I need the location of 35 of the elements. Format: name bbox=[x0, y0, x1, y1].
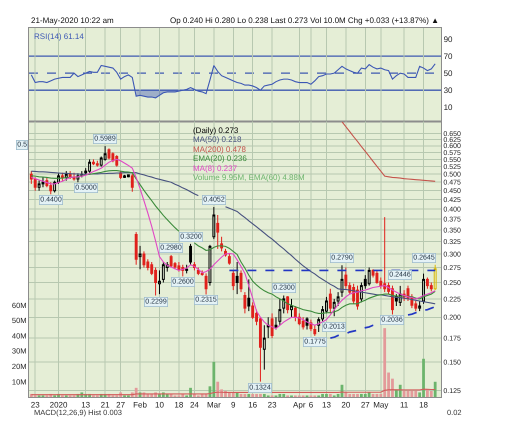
x-tick-label: 27 bbox=[360, 400, 370, 410]
text: RSI(14) 61.14 bbox=[34, 32, 84, 41]
x-tick-label: 2020 bbox=[50, 400, 68, 410]
x-tick-label: 9 bbox=[231, 400, 236, 410]
x-tick-label: 6 bbox=[308, 400, 314, 410]
x-tick-label: 23 bbox=[268, 400, 278, 410]
x-tick-label: 13 bbox=[322, 400, 332, 410]
x-tick-label: 18 bbox=[419, 400, 429, 410]
x-tick-label: 16 bbox=[248, 400, 258, 410]
x-tick-label: 21 bbox=[100, 400, 110, 410]
text: MA(50) 0.218 bbox=[193, 135, 242, 144]
x-tick-label: May bbox=[373, 400, 388, 410]
text: 21-May-2020 10:22 am bbox=[31, 16, 114, 25]
text: Volume 9.95M, EMA(60) 4.88M bbox=[193, 173, 305, 182]
text: MA(200) 0.478 bbox=[193, 145, 246, 154]
x-tick-label: Feb bbox=[133, 400, 148, 410]
x-tick-label: 23 bbox=[30, 400, 40, 410]
x-tick-label: 20 bbox=[341, 400, 351, 410]
x-tick-label: 13 bbox=[81, 400, 91, 410]
text: MA(8) 0.237 bbox=[193, 164, 238, 173]
x-tick-label: 10 bbox=[155, 400, 164, 410]
x-tick-label: 11 bbox=[400, 400, 409, 410]
y-tick-label: 50 bbox=[444, 68, 454, 78]
text: Op 0.240 Hi 0.280 Lo 0.238 Last 0.273 Vol 10.0M Chg +0.033 (+13.87%) ▲ bbox=[170, 16, 439, 25]
text: EMA(20) 0.236 bbox=[193, 154, 248, 163]
y-tick-label: 10 bbox=[444, 103, 454, 112]
x-tick-label: Apr bbox=[293, 400, 306, 410]
y-tick-label: 70 bbox=[444, 52, 454, 61]
x-tick-label: 24 bbox=[190, 400, 200, 410]
x-tick-label: Mar bbox=[206, 400, 222, 410]
x-tick-label: 27 bbox=[116, 400, 126, 410]
text: (Daily) 0.273 bbox=[193, 126, 239, 135]
x-tick-label: 18 bbox=[174, 400, 184, 410]
y-tick-label: 90 bbox=[444, 34, 454, 44]
y-tick-label: 30 bbox=[444, 86, 454, 95]
